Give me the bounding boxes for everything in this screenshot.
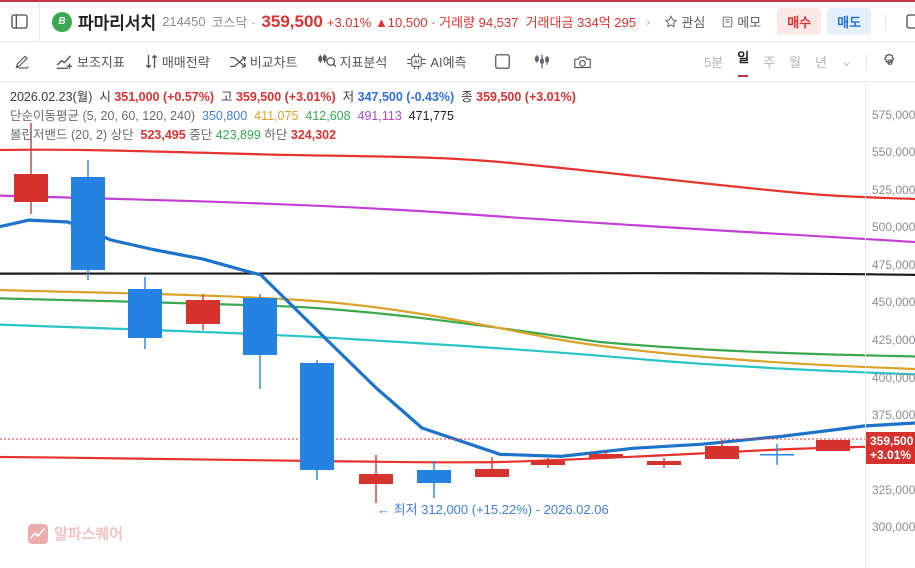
- svg-text:AI: AI: [414, 60, 420, 66]
